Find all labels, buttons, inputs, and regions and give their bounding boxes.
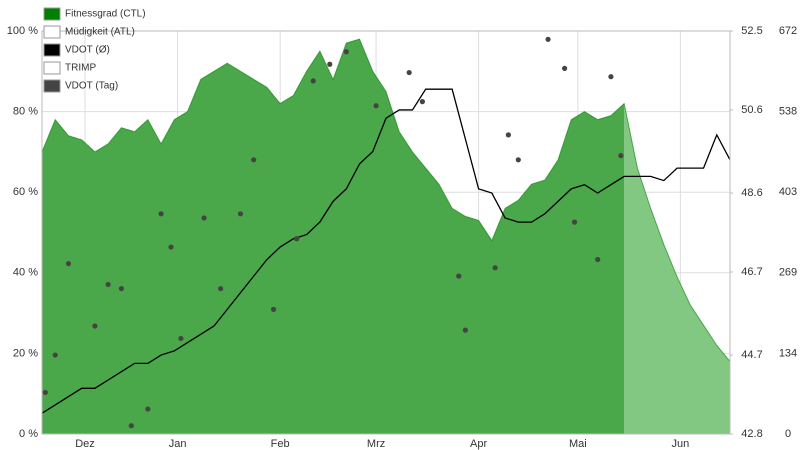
y3-tick-label: 0: [785, 428, 791, 440]
y3-tick-label: 403: [779, 186, 797, 198]
x-tick-label: Jan: [169, 438, 187, 450]
y-tick-label: 20 %: [13, 347, 38, 359]
legend-label: TRIMP: [65, 63, 96, 74]
vdot-point: [373, 103, 379, 109]
vdot-point: [128, 423, 134, 429]
vdot-point: [571, 219, 578, 225]
vdot-point: [505, 132, 511, 138]
vdot-point: [294, 236, 300, 242]
vdot-point: [492, 265, 498, 271]
x-tick-label: Feb: [271, 438, 290, 450]
vdot-point: [158, 211, 164, 217]
vdot-point: [92, 323, 98, 329]
plot: [41, 36, 731, 435]
vdot-point: [251, 157, 257, 163]
y3-tick-label: 672: [779, 25, 797, 37]
vdot-point: [42, 389, 48, 396]
y-tick-label: 100 %: [7, 25, 38, 37]
vdot-point: [218, 285, 224, 292]
legend-swatch: [43, 43, 61, 57]
y-tick-label: 0 %: [19, 428, 38, 440]
y2-tick-label: 46.7: [741, 266, 762, 278]
y2-tick-label: 44.7: [741, 349, 762, 361]
vdot-point: [237, 211, 244, 217]
y2-tick-label: 50.6: [741, 104, 762, 116]
ctl-area: [41, 38, 731, 435]
vdot-point: [456, 273, 462, 279]
legend-swatch: [43, 7, 61, 21]
legend-label: Fitnessgrad (CTL): [65, 9, 146, 20]
legend-swatch: [43, 61, 61, 75]
legend-label: Müdigkeit (ATL): [65, 27, 135, 38]
x-tick-label: Mrz: [367, 438, 385, 450]
vdot-point: [343, 49, 349, 55]
plot-border: [41, 30, 731, 435]
vdot-point: [52, 352, 58, 358]
legend: Fitnessgrad (CTL) Müdigkeit (ATL) VDOT (Ø)…: [43, 7, 146, 93]
y3-tick-label: 134: [779, 348, 797, 360]
y2-tick-label: 52.5: [741, 25, 762, 37]
vdot-point: [178, 335, 184, 342]
legend-label: VDOT (Ø): [65, 45, 110, 56]
x-tick-label: Jun: [672, 438, 690, 450]
y-tick-label: 60 %: [13, 186, 38, 198]
vdot-point: [145, 406, 151, 412]
vdot-point: [419, 99, 425, 105]
vdot-point: [270, 306, 277, 312]
y3-tick-label: 269: [779, 267, 797, 279]
vdot-point: [105, 281, 111, 288]
vdot-point: [406, 69, 412, 76]
vdot-point: [608, 74, 614, 80]
y-tick-label: 40 %: [13, 267, 38, 279]
x-tick-label: Apr: [470, 438, 487, 450]
y3-tick-label: 538: [779, 105, 797, 117]
y2-tick-label: 48.6: [741, 187, 762, 199]
vdot-point: [562, 65, 568, 71]
vdot-point: [118, 285, 124, 292]
axes: 0 % 20 % 40 % 60 % 80 % 100 % 42.8 44.7 46.7 48.6…: [7, 25, 797, 450]
vdot-point: [515, 157, 521, 163]
x-tick-label: Mai: [569, 438, 587, 450]
vdot-point: [201, 215, 207, 221]
legend-swatch: [43, 79, 61, 93]
vdot-point: [462, 327, 468, 333]
vdot-point: [545, 36, 551, 42]
legend-swatch: [43, 25, 61, 39]
vdot-point: [65, 261, 72, 267]
vdot-line: [41, 88, 731, 414]
vdot-point: [327, 61, 333, 67]
vdot-point: [618, 153, 624, 159]
legend-label: VDOT (Tag): [65, 81, 118, 92]
y2-tick-label: 42.8: [741, 428, 762, 440]
y-tick-label: 80 %: [13, 106, 38, 118]
vdot-point: [595, 256, 601, 263]
vdot-point: [168, 244, 174, 250]
x-tick-label: Dez: [75, 438, 95, 450]
vdot-point: [310, 78, 316, 84]
